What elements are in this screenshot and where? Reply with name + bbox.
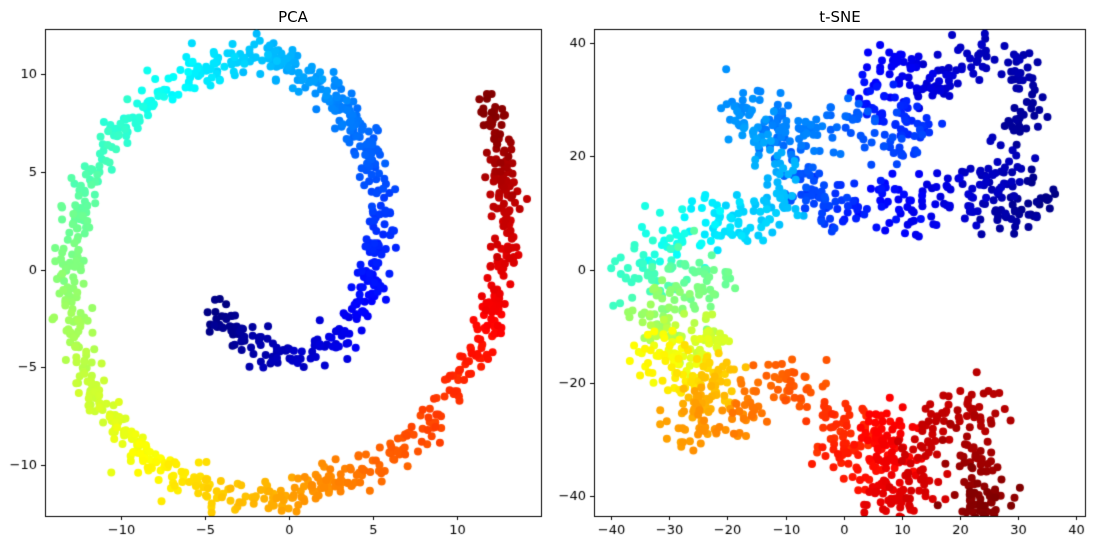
plot-title-tsne: t-SNE [819, 8, 861, 26]
plot-title-pca: PCA [278, 8, 308, 26]
